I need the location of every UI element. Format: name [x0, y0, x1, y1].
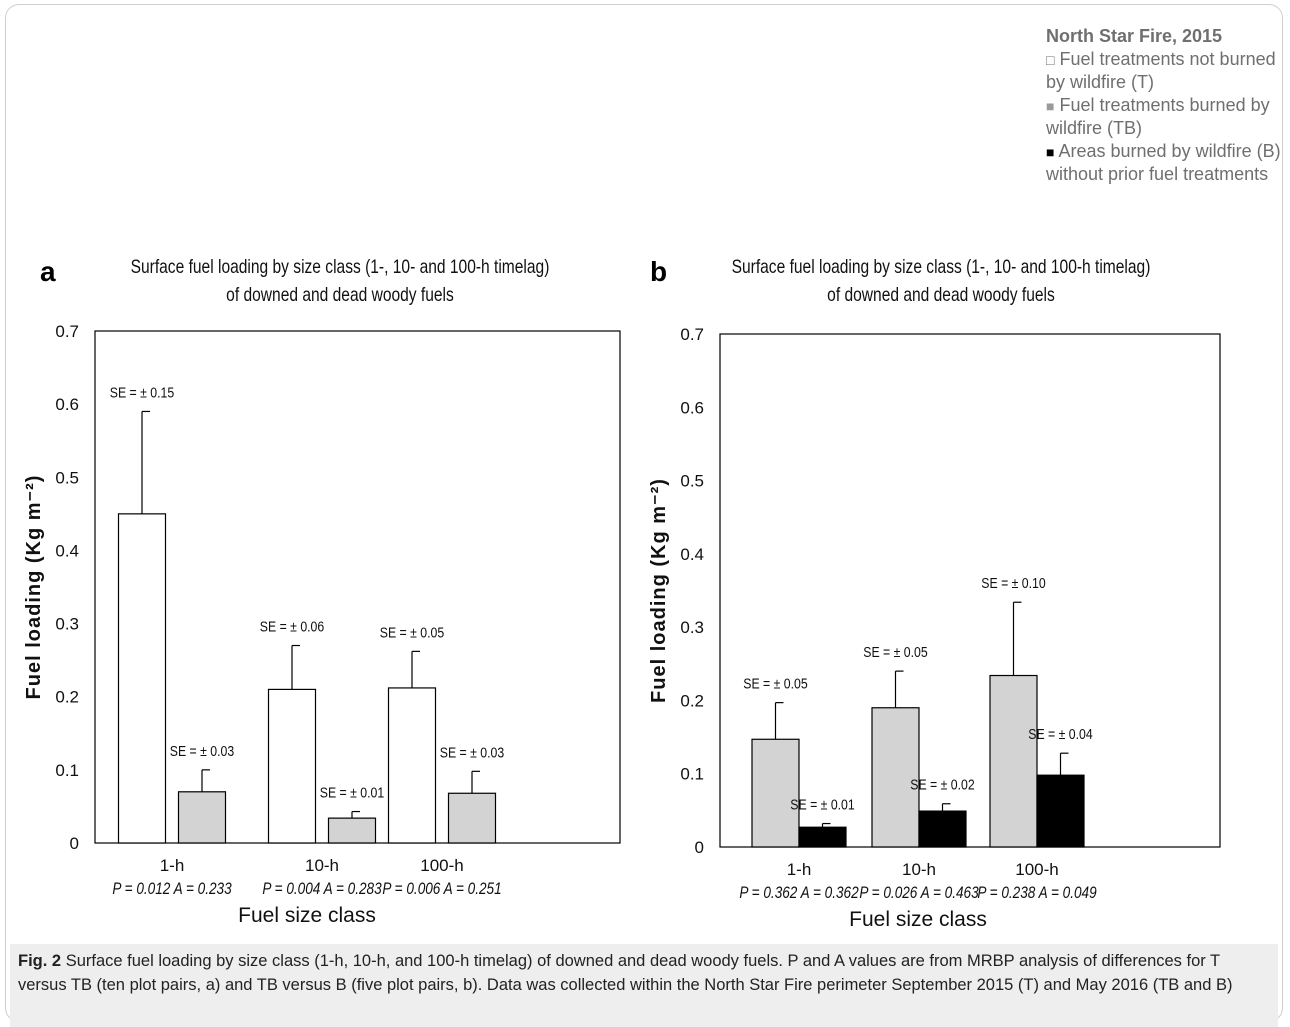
legend-label-t: Fuel treatments not burned by wildfire (… — [1046, 48, 1276, 93]
panel-a-letter: a — [40, 256, 56, 287]
panel-b-title-line1: Surface fuel loading by size class (1-, … — [732, 256, 1151, 278]
panel-a-se-label: SE = ± 0.06 — [260, 618, 325, 634]
panel-a-plot-frame — [94, 330, 621, 844]
chart-panel-a: a Surface fuel loading by size class (1-,… — [23, 256, 621, 927]
caption-text: Surface fuel loading by size class (1-h,… — [18, 952, 1233, 994]
panel-a-category-label: 1-h — [160, 856, 185, 875]
panel-a-bar — [447, 792, 497, 844]
panel-a-xlabel: Fuel size class — [238, 904, 376, 927]
panel-b-ytick-label: 0.6 — [680, 398, 704, 417]
panel-b-ytick-label: 0.3 — [680, 618, 704, 637]
caption-fig-label: Fig. 2 — [18, 952, 62, 970]
legend-item-tb: ■ Fuel treatments burned by wildfire (TB… — [1046, 94, 1286, 140]
panel-b-ytick-label: 0.4 — [680, 545, 704, 564]
panel-b-bar — [989, 674, 1038, 848]
panel-a-se-label: SE = ± 0.03 — [440, 744, 505, 760]
figure-frame — [5, 4, 1283, 1022]
panel-b-xlabel: Fuel size class — [849, 908, 987, 931]
panel-b-bar — [918, 810, 967, 848]
panel-b-se-label: SE = ± 0.05 — [743, 676, 808, 692]
panel-a-se-label: SE = ± 0.01 — [320, 784, 384, 800]
panel-b-se-label: SE = ± 0.02 — [910, 777, 974, 793]
legend-marker-tb: ■ — [1046, 97, 1055, 114]
panel-b-bar — [751, 738, 800, 848]
panel-a-ytick-label: 0.3 — [55, 615, 79, 634]
panel-a-bar — [117, 513, 167, 844]
panel-a-title-line1: Surface fuel loading by size class (1-, … — [131, 256, 550, 278]
panel-a-se-label: SE = ± 0.15 — [110, 384, 175, 400]
panel-b-bar — [1036, 774, 1085, 848]
panel-b-se-label: SE = ± 0.01 — [790, 796, 854, 812]
panel-a-title-line2: of downed and dead woody fuels — [226, 284, 454, 306]
panel-b-title-line2: of downed and dead woody fuels — [827, 284, 1055, 306]
legend-title: North Star Fire, 2015 — [1046, 26, 1223, 46]
figure-caption: Fig. 2 Surface fuel loading by size clas… — [10, 944, 1278, 1027]
panel-a-ytick-label: 0.6 — [55, 395, 79, 414]
panel-b-stats-label: P = 0.238 A = 0.049 — [977, 884, 1097, 903]
panel-a-se-label: SE = ± 0.03 — [170, 743, 235, 759]
panel-a-ytick-label: 0.1 — [55, 761, 79, 780]
panel-b-category-label: 1-h — [787, 860, 812, 879]
panel-a-bar — [327, 817, 377, 844]
panel-a-category-label: 100-h — [420, 856, 463, 875]
panel-a-ytick-label: 0 — [70, 834, 79, 853]
legend-marker-t: □ — [1046, 51, 1055, 68]
legend-label-b: Areas burned by wildfire (B) without pri… — [1046, 140, 1281, 185]
legend: North Star Fire, 2015 □ Fuel treatments … — [1046, 25, 1286, 186]
panel-a-bar — [387, 687, 437, 844]
panel-b-stats-label: P = 0.362 A = 0.362 — [739, 884, 859, 903]
legend-label-tb: Fuel treatments burned by wildfire (TB) — [1046, 94, 1270, 139]
panel-b-letter: b — [650, 256, 667, 287]
panel-a-stats-label: P = 0.004 A = 0.283 — [262, 880, 382, 899]
panel-b-ytick-label: 0.7 — [680, 325, 704, 344]
panel-a-ytick-label: 0.7 — [55, 322, 79, 341]
panel-b-category-label: 10-h — [902, 860, 936, 879]
panel-b-se-label: SE = ± 0.04 — [1028, 726, 1093, 742]
panel-a-ytick-label: 0.5 — [55, 468, 79, 487]
panel-b-ytick-label: 0 — [695, 838, 704, 857]
panel-b-se-label: SE = ± 0.05 — [863, 644, 928, 660]
panel-a-stats-label: P = 0.012 A = 0.233 — [112, 880, 232, 899]
panel-a-ytick-label: 0.2 — [55, 688, 79, 707]
legend-item-b: ■ Areas burned by wildfire (B) without p… — [1046, 140, 1286, 186]
panel-a-ylabel: Fuel loading (Kg m⁻²) — [23, 475, 45, 700]
panel-b-bar — [798, 826, 847, 848]
panel-b-stats-label: P = 0.026 A = 0.463 — [859, 884, 979, 903]
panel-a-ytick-label: 0.4 — [55, 541, 79, 560]
panel-b-ylabel: Fuel loading (Kg m⁻²) — [648, 478, 670, 703]
legend-marker-b: ■ — [1046, 143, 1055, 160]
panel-b-se-label: SE = ± 0.10 — [981, 575, 1046, 591]
panel-b-ytick-label: 0.5 — [680, 472, 704, 491]
panel-a-bar — [177, 791, 227, 844]
panel-a-bar — [267, 688, 317, 844]
panel-a-category-label: 10-h — [305, 856, 339, 875]
panel-b-plot-frame — [719, 333, 1221, 848]
panel-a-stats-label: P = 0.006 A = 0.251 — [382, 880, 501, 899]
panel-b-bar — [871, 707, 920, 848]
panel-b-ytick-label: 0.1 — [680, 765, 704, 784]
panel-b-category-label: 100-h — [1015, 860, 1058, 879]
legend-item-t: □ Fuel treatments not burned by wildfire… — [1046, 48, 1286, 94]
panel-b-ytick-label: 0.2 — [680, 691, 704, 710]
panel-a-se-label: SE = ± 0.05 — [380, 624, 445, 640]
chart-panel-b: b Surface fuel loading by size class (1-,… — [648, 256, 1221, 931]
